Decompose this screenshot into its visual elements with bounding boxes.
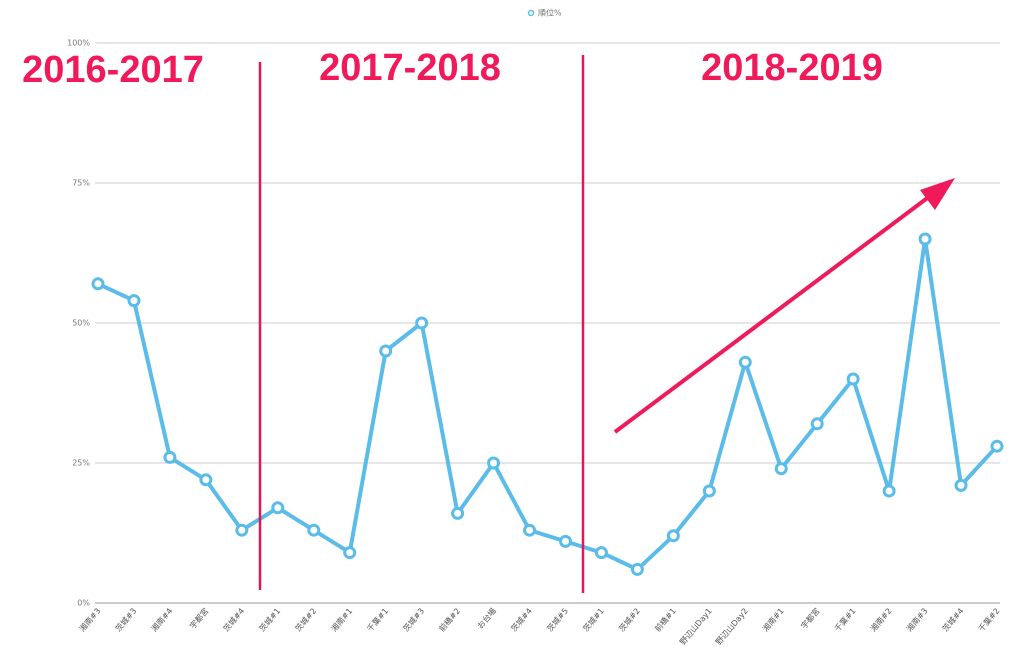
x-tick-label: 宇都宮 <box>187 606 210 631</box>
point <box>271 501 285 515</box>
arrow-shaft <box>613 194 932 434</box>
x-tick-label: 茨城#4 <box>221 606 247 634</box>
point <box>163 450 177 464</box>
legend-label: 順位% <box>538 8 562 18</box>
x-tick-label: 千葉#1 <box>832 606 858 634</box>
point <box>487 456 501 470</box>
point <box>343 546 357 560</box>
trend-arrow <box>613 178 955 434</box>
x-tick-label: 茨城#2 <box>293 606 319 634</box>
point <box>954 478 968 492</box>
point <box>235 523 249 537</box>
point <box>738 355 752 369</box>
x-tick-label: 茨城#3 <box>401 606 427 634</box>
x-tick-label: 宇都宮 <box>799 606 822 631</box>
x-tick-label: 野辺山Day2 <box>713 606 750 647</box>
point <box>558 534 572 548</box>
x-tick-label: 茨城#3 <box>113 606 139 634</box>
point <box>415 316 429 330</box>
x-tick-label: 湘南#4 <box>149 606 175 634</box>
annotation: 2016-2017 <box>22 49 204 91</box>
point <box>774 462 788 476</box>
x-tick-label: 茨城#4 <box>509 606 535 634</box>
x-tick-label: 湘南#2 <box>868 606 894 634</box>
x-tick-label: 湘南#1 <box>760 606 786 634</box>
y-tick-label: 100% <box>67 39 90 48</box>
x-tick-label: 茨城#5 <box>544 606 570 634</box>
annotation: 2018-2019 <box>701 47 883 89</box>
y-tick-label: 50% <box>72 319 90 328</box>
point <box>91 277 105 291</box>
x-tick-label: お台場 <box>475 606 498 631</box>
x-tick-label: 茨城#4 <box>940 606 966 634</box>
point <box>451 506 465 520</box>
x-tick-label: 茨城#1 <box>257 606 283 634</box>
x-tick-label: 茨城#2 <box>616 606 642 634</box>
point <box>379 344 393 358</box>
x-tick-label: 湘南#3 <box>77 606 103 634</box>
legend-marker <box>527 9 535 17</box>
x-tick-label: 前橋#1 <box>652 606 678 634</box>
point <box>702 484 716 498</box>
x-tick-label: 千葉#2 <box>976 606 1002 634</box>
point <box>630 562 644 576</box>
x-tick-label: 茨城#1 <box>580 606 606 634</box>
point <box>882 484 896 498</box>
arrow-head <box>920 178 955 210</box>
point <box>846 372 860 386</box>
x-tick-label: 湘南#1 <box>329 606 355 634</box>
x-tick-label: 千葉#1 <box>365 606 391 634</box>
point <box>666 529 680 543</box>
annotation: 2017-2018 <box>319 47 501 89</box>
point <box>199 473 213 487</box>
point <box>307 523 321 537</box>
x-tick-label: 野辺山Day1 <box>677 606 714 647</box>
point <box>523 523 537 537</box>
point <box>810 417 824 431</box>
line <box>97 237 999 572</box>
y-tick-label: 0% <box>77 599 90 608</box>
y-tick-label: 75% <box>72 179 90 188</box>
point <box>127 294 141 308</box>
legend: 順位% <box>527 8 562 18</box>
point <box>990 439 1004 453</box>
y-tick-label: 25% <box>72 459 90 468</box>
point <box>918 232 932 246</box>
x-tick-label: 前橋#2 <box>437 606 463 634</box>
point <box>594 546 608 560</box>
x-tick-label: 湘南#3 <box>904 606 930 634</box>
